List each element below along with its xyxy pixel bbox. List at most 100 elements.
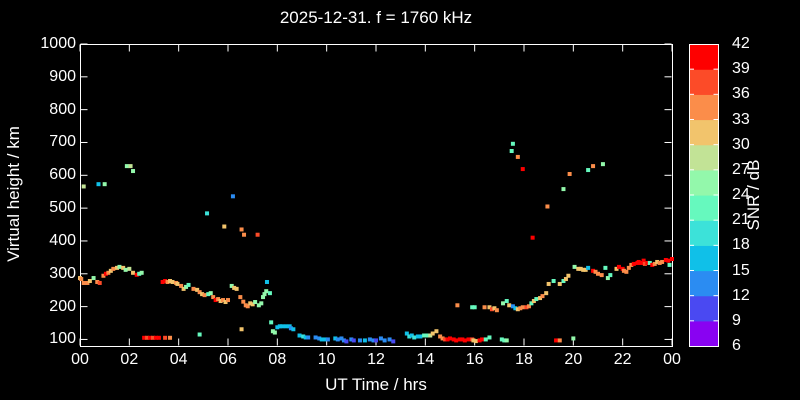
data-point bbox=[571, 336, 576, 341]
data-point bbox=[267, 291, 272, 296]
data-point bbox=[430, 331, 435, 336]
data-point bbox=[566, 273, 571, 278]
data-point bbox=[156, 335, 161, 340]
data-point bbox=[186, 282, 191, 287]
data-point bbox=[357, 338, 362, 343]
data-point bbox=[502, 338, 507, 343]
data-point bbox=[473, 339, 478, 344]
data-point bbox=[546, 281, 551, 286]
data-point bbox=[544, 291, 549, 296]
data-point bbox=[239, 327, 244, 332]
data-point bbox=[280, 324, 285, 329]
data-point bbox=[472, 305, 477, 310]
data-point bbox=[211, 295, 216, 300]
x-tick-label: 14 bbox=[416, 351, 435, 368]
data-point bbox=[520, 305, 525, 310]
data-point bbox=[117, 264, 122, 269]
data-point bbox=[226, 298, 230, 303]
data-point bbox=[184, 284, 189, 289]
data-point bbox=[351, 338, 356, 343]
data-point bbox=[561, 187, 566, 192]
data-point bbox=[451, 337, 456, 342]
data-point bbox=[455, 303, 460, 308]
data-point bbox=[170, 279, 175, 284]
data-point bbox=[470, 305, 475, 310]
data-point bbox=[306, 335, 311, 340]
data-point bbox=[111, 266, 116, 271]
data-point bbox=[567, 171, 572, 176]
data-point bbox=[371, 338, 376, 343]
data-point bbox=[148, 335, 153, 340]
data-point bbox=[515, 154, 520, 159]
data-point bbox=[319, 337, 324, 342]
data-point bbox=[407, 334, 412, 339]
colorbar-tick-label: 9 bbox=[732, 311, 741, 329]
data-point bbox=[234, 286, 239, 291]
data-point bbox=[374, 338, 378, 343]
data-point bbox=[248, 301, 253, 306]
data-point bbox=[518, 306, 523, 311]
data-point bbox=[387, 337, 392, 342]
colorbar-segment bbox=[689, 245, 718, 272]
data-point bbox=[81, 184, 86, 189]
data-point bbox=[578, 266, 583, 271]
data-point bbox=[507, 303, 512, 308]
data-point bbox=[428, 333, 433, 338]
data-point bbox=[499, 337, 504, 342]
data-point bbox=[213, 298, 218, 303]
data-point bbox=[131, 169, 136, 174]
data-point bbox=[487, 305, 492, 310]
data-point bbox=[509, 149, 514, 154]
data-point bbox=[208, 291, 213, 296]
data-point bbox=[457, 337, 462, 342]
data-point bbox=[510, 141, 515, 146]
data-point bbox=[323, 337, 328, 342]
data-point bbox=[404, 331, 409, 336]
data-point bbox=[275, 325, 280, 330]
data-point bbox=[504, 299, 509, 304]
data-point bbox=[81, 280, 86, 285]
colorbar-tick-label: 30 bbox=[732, 135, 750, 153]
data-point bbox=[391, 339, 396, 344]
data-point bbox=[593, 269, 598, 274]
data-point bbox=[153, 335, 158, 340]
data-point bbox=[131, 270, 136, 275]
data-point bbox=[232, 285, 237, 290]
data-point bbox=[670, 257, 674, 262]
y-tick-label: 500 bbox=[49, 199, 76, 217]
data-point bbox=[259, 301, 264, 306]
y-tick-label: 400 bbox=[49, 231, 76, 249]
x-tick-label: 08 bbox=[268, 351, 287, 368]
colorbar-tick-label: 12 bbox=[732, 286, 750, 304]
data-point bbox=[616, 264, 621, 269]
data-point bbox=[367, 337, 372, 342]
data-point bbox=[477, 338, 482, 343]
data-point bbox=[283, 324, 288, 329]
data-point bbox=[540, 294, 545, 299]
y-tick-label: 100 bbox=[49, 330, 76, 348]
data-point bbox=[663, 257, 668, 262]
data-point bbox=[230, 194, 235, 199]
colorbar-segment bbox=[689, 169, 718, 196]
data-point bbox=[272, 330, 277, 335]
data-point bbox=[85, 280, 90, 285]
data-point bbox=[121, 265, 126, 270]
data-point bbox=[667, 262, 672, 267]
data-point bbox=[605, 276, 610, 281]
data-point bbox=[179, 283, 184, 288]
x-tick-label: 00 bbox=[71, 351, 89, 368]
data-point bbox=[165, 279, 170, 284]
data-point bbox=[422, 333, 427, 338]
data-point bbox=[127, 266, 132, 271]
data-point bbox=[415, 334, 420, 339]
data-point bbox=[448, 336, 452, 341]
data-point bbox=[137, 271, 142, 276]
data-point bbox=[222, 224, 227, 229]
x-tick-label: 02 bbox=[120, 351, 139, 368]
data-point bbox=[95, 279, 100, 284]
colorbar-tick-label: 6 bbox=[732, 337, 741, 354]
data-point bbox=[545, 204, 550, 209]
colorbar-segment bbox=[689, 295, 718, 322]
data-point bbox=[181, 286, 186, 291]
